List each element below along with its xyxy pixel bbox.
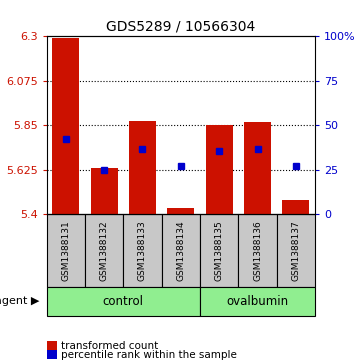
Bar — [282, 200, 309, 214]
Bar — [238, 214, 277, 287]
Text: GSM1388136: GSM1388136 — [253, 220, 262, 281]
Text: control: control — [103, 295, 144, 308]
Bar — [47, 214, 85, 287]
Bar — [167, 208, 194, 214]
Bar — [200, 287, 315, 316]
Bar — [277, 214, 315, 287]
Bar — [91, 168, 117, 214]
Text: GSM1388137: GSM1388137 — [291, 220, 300, 281]
Text: ovalbumin: ovalbumin — [227, 295, 289, 308]
Title: GDS5289 / 10566304: GDS5289 / 10566304 — [106, 20, 255, 34]
Bar — [161, 214, 200, 287]
Bar — [47, 287, 200, 316]
Text: GSM1388135: GSM1388135 — [215, 220, 224, 281]
Text: GSM1388131: GSM1388131 — [61, 220, 70, 281]
Bar — [200, 214, 238, 287]
Text: transformed count: transformed count — [61, 341, 158, 351]
Text: GSM1388132: GSM1388132 — [100, 220, 108, 281]
Bar — [123, 214, 161, 287]
Bar — [85, 214, 123, 287]
Bar — [129, 121, 156, 214]
Text: GSM1388133: GSM1388133 — [138, 220, 147, 281]
Text: GSM1388134: GSM1388134 — [176, 220, 185, 281]
Bar — [52, 38, 79, 214]
Bar — [206, 125, 233, 214]
Bar — [244, 122, 271, 214]
Text: agent ▶: agent ▶ — [0, 296, 39, 306]
Text: percentile rank within the sample: percentile rank within the sample — [61, 350, 237, 360]
